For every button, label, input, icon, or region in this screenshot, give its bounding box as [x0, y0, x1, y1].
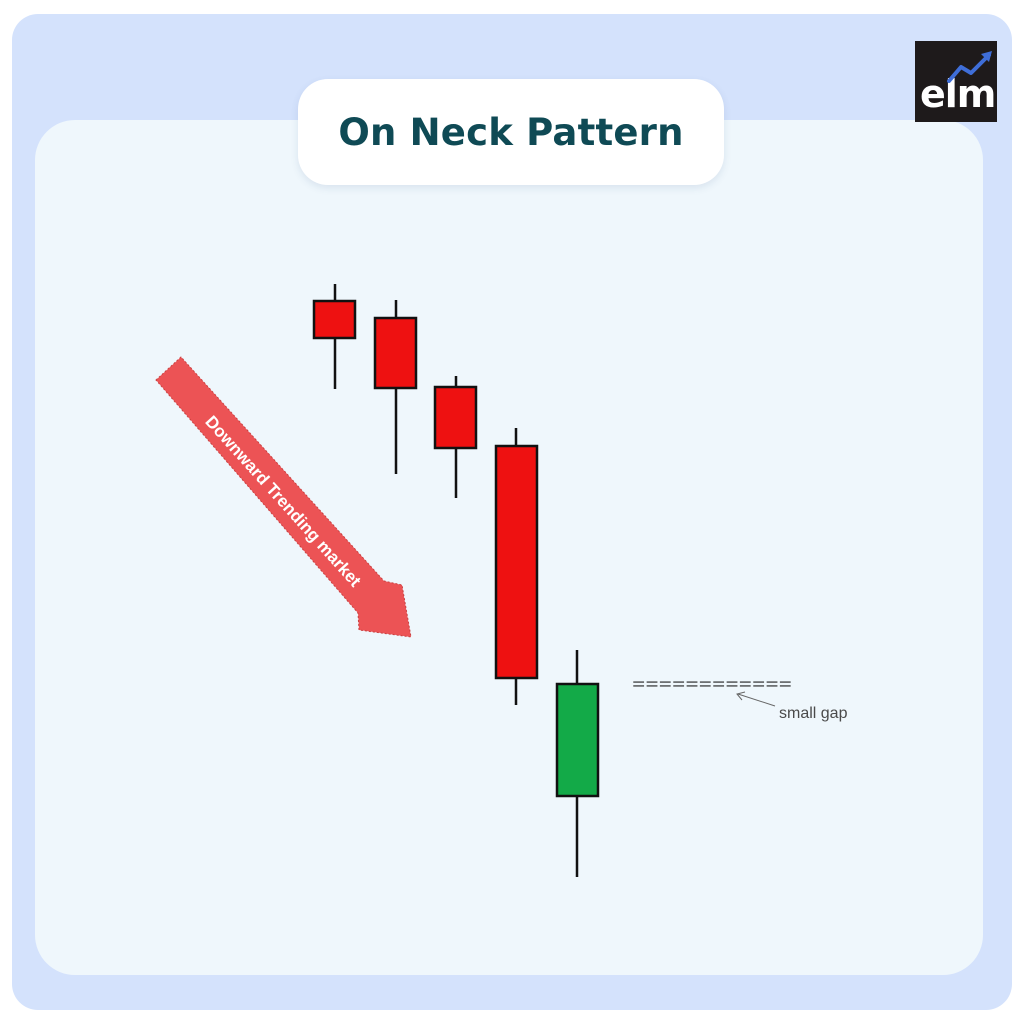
- bearish-candle-2: [373, 300, 418, 474]
- elm-logo: elm: [915, 41, 997, 122]
- title-card: On Neck Pattern: [298, 79, 724, 185]
- bearish-candle-1: [312, 284, 357, 389]
- small-gap-annotation: ============ small gap: [632, 677, 848, 722]
- trend-up-arrow-icon: [947, 51, 992, 83]
- bearish-candle-3: [433, 376, 478, 498]
- logo-text: elm: [920, 72, 996, 116]
- downward-trend-arrow: Downward Trending market: [155, 356, 412, 638]
- gap-marker: ============: [632, 677, 792, 694]
- bearish-candle-4: [494, 428, 539, 705]
- page-title: On Neck Pattern: [338, 110, 684, 154]
- bullish-candle: [555, 650, 600, 877]
- arrow-label: Downward Trending market: [201, 412, 365, 591]
- gap-label: small gap: [779, 705, 848, 722]
